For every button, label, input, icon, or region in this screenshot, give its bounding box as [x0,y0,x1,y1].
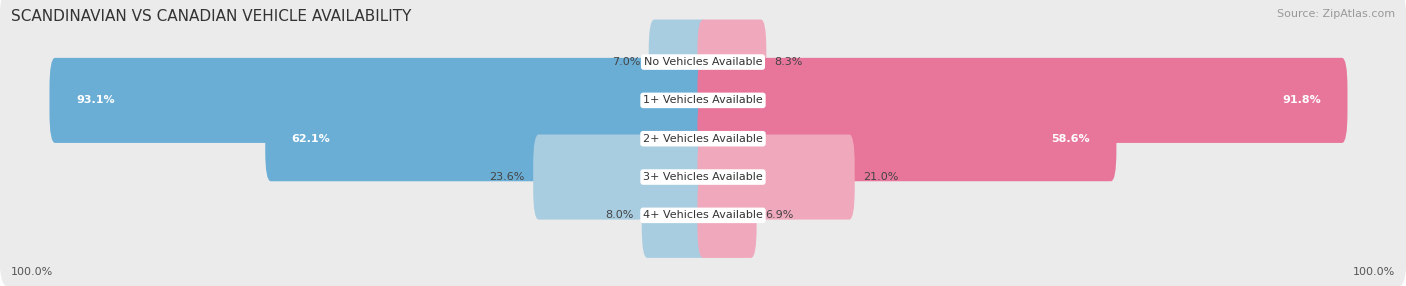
Text: 2+ Vehicles Available: 2+ Vehicles Available [643,134,763,144]
FancyBboxPatch shape [697,134,855,220]
Text: Source: ZipAtlas.com: Source: ZipAtlas.com [1277,9,1395,19]
Text: 62.1%: 62.1% [291,134,330,144]
Text: 6.9%: 6.9% [765,210,793,220]
FancyBboxPatch shape [0,106,1406,248]
FancyBboxPatch shape [0,0,1406,133]
Text: 21.0%: 21.0% [863,172,898,182]
Text: SCANDINAVIAN VS CANADIAN VEHICLE AVAILABILITY: SCANDINAVIAN VS CANADIAN VEHICLE AVAILAB… [11,9,412,23]
FancyBboxPatch shape [697,19,766,105]
FancyBboxPatch shape [0,144,1406,286]
FancyBboxPatch shape [49,58,709,143]
Text: 4+ Vehicles Available: 4+ Vehicles Available [643,210,763,220]
FancyBboxPatch shape [697,96,1116,181]
FancyBboxPatch shape [648,19,709,105]
Text: 23.6%: 23.6% [489,172,524,182]
FancyBboxPatch shape [697,58,1347,143]
Text: 58.6%: 58.6% [1052,134,1090,144]
Text: 8.0%: 8.0% [605,210,633,220]
Text: No Vehicles Available: No Vehicles Available [644,57,762,67]
FancyBboxPatch shape [0,68,1406,210]
Text: 93.1%: 93.1% [76,96,114,105]
FancyBboxPatch shape [697,173,756,258]
FancyBboxPatch shape [0,29,1406,171]
FancyBboxPatch shape [266,96,709,181]
Text: 100.0%: 100.0% [11,267,53,277]
Text: 8.3%: 8.3% [775,57,803,67]
Text: 3+ Vehicles Available: 3+ Vehicles Available [643,172,763,182]
Text: 100.0%: 100.0% [1353,267,1395,277]
FancyBboxPatch shape [641,173,709,258]
Text: 7.0%: 7.0% [612,57,640,67]
Text: 1+ Vehicles Available: 1+ Vehicles Available [643,96,763,105]
Text: 91.8%: 91.8% [1282,96,1322,105]
FancyBboxPatch shape [533,134,709,220]
